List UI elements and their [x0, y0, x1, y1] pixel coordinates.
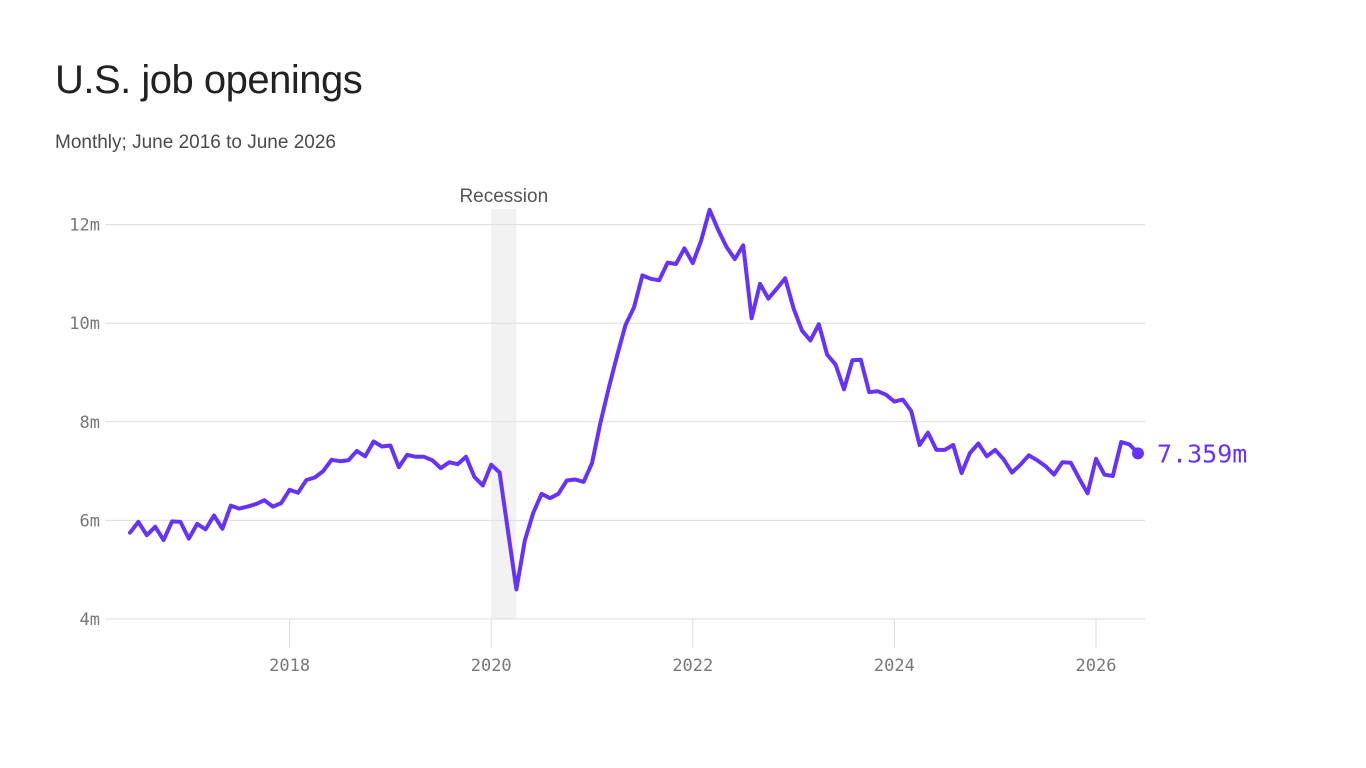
x-axis: 2018 2020 2022 2024 2026: [269, 619, 1116, 676]
chart-subtitle: Monthly; June 2016 to June 2026: [55, 132, 336, 153]
grid-lines: [105, 224, 1145, 620]
y-axis: 4m 6m 8m 10m 12m: [69, 216, 100, 630]
y-tick-label: 10m: [69, 314, 100, 334]
series-line: [128, 207, 1140, 592]
x-tick-label: 2024: [874, 656, 915, 676]
x-tick-label: 2026: [1076, 656, 1117, 676]
x-tick-label: 2020: [471, 656, 512, 676]
last-point-marker: [1132, 447, 1144, 460]
last-value-label: 7.359m: [1157, 439, 1247, 468]
y-tick-label: 6m: [80, 511, 100, 531]
recession-label: Recession: [459, 186, 548, 207]
y-tick-label: 8m: [80, 413, 100, 433]
y-tick-label: 4m: [80, 610, 100, 630]
x-tick-label: 2022: [672, 656, 713, 676]
x-tick-label: 2018: [269, 656, 310, 676]
y-tick-label: 12m: [69, 216, 100, 236]
chart-title: U.S. job openings: [55, 58, 363, 102]
